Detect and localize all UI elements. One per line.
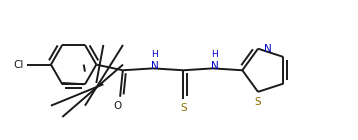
- Text: H: H: [151, 50, 158, 59]
- Text: S: S: [255, 97, 261, 107]
- Text: S: S: [180, 103, 187, 113]
- Text: H: H: [211, 50, 218, 59]
- Text: O: O: [113, 101, 121, 111]
- Text: N: N: [151, 61, 159, 71]
- Text: N: N: [211, 61, 218, 71]
- Text: N: N: [265, 44, 272, 54]
- Text: Cl: Cl: [13, 60, 23, 70]
